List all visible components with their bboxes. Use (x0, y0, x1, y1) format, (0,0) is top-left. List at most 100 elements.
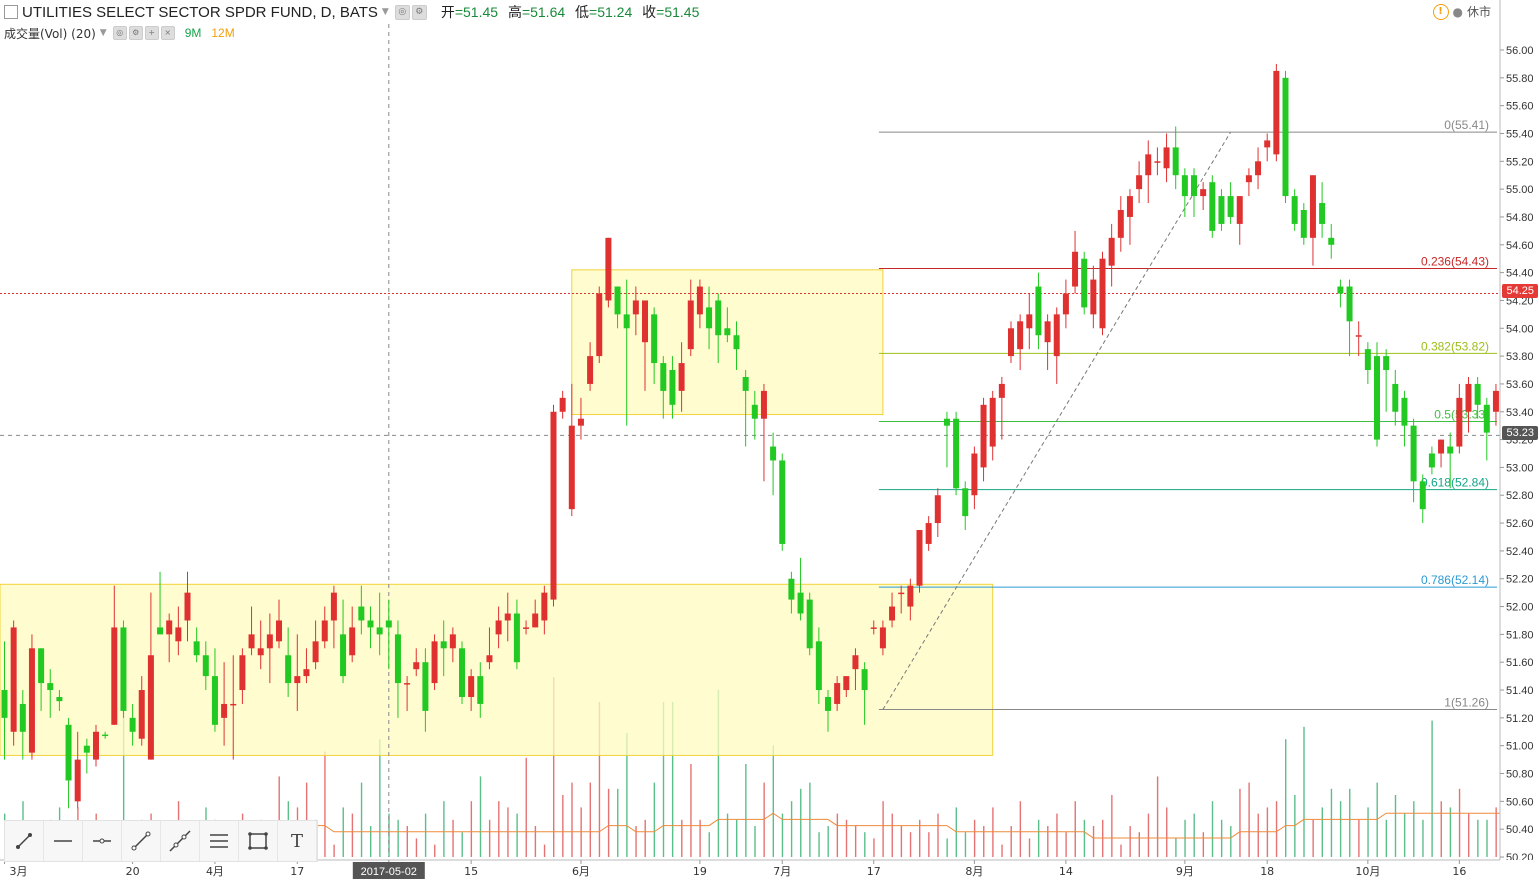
candle-body (1355, 335, 1362, 337)
horizontal-line-icon[interactable] (44, 821, 83, 861)
pen-tool-icon[interactable] (5, 821, 44, 861)
x-highlight-bg (352, 862, 425, 879)
candle-body (1035, 286, 1042, 336)
candle-body (934, 495, 941, 524)
candle-body (550, 411, 557, 600)
volume-bar (1275, 801, 1278, 857)
candle-body (175, 627, 182, 642)
fib-level-label: 0.236(54.43) (1421, 254, 1489, 268)
volume-header: 成交量(Vol) (20) ▼ ◎ ⚙ + × 9M 12M (0, 24, 235, 42)
candle-body (349, 627, 356, 656)
symbol-title[interactable]: UTILITIES SELECT SECTOR SPDR FUND, D, BA… (22, 3, 378, 21)
candle-body (1044, 321, 1051, 343)
volume-bar (1440, 801, 1442, 857)
volume-bar (919, 819, 921, 857)
candle-body (559, 397, 566, 412)
volume-bar (800, 788, 802, 857)
y-tick-label: 51.00 (1506, 741, 1534, 753)
rectangle-icon[interactable] (239, 821, 278, 861)
market-status-text: 休市 (1466, 5, 1491, 19)
candle-body (1383, 356, 1390, 371)
chevron-down-icon[interactable]: ▼ (99, 28, 107, 38)
volume-bar (845, 819, 848, 857)
volume-bar (909, 832, 912, 857)
volume-bar (1257, 813, 1259, 857)
candle-body (577, 418, 584, 426)
x-tick-label: 15 (464, 865, 478, 878)
candle-body (1209, 182, 1216, 231)
volume-bar (1092, 826, 1095, 857)
volume-bar (479, 776, 482, 857)
candle-body (1191, 175, 1197, 197)
candle-body (1346, 286, 1353, 322)
candle-body (56, 696, 63, 702)
candle-body (340, 634, 347, 677)
candle-body (330, 592, 337, 621)
candle-body (687, 300, 694, 350)
y-tick-label: 50.80 (1506, 769, 1534, 781)
parallel-channel-icon[interactable] (200, 821, 239, 861)
candle-body (1, 690, 8, 718)
candle-body (751, 404, 758, 419)
header-icons: ◎ ⚙ (394, 4, 427, 20)
candle-body (797, 592, 804, 614)
candle-body (184, 592, 191, 621)
eye-icon[interactable]: ◎ (394, 4, 410, 20)
volume-bar (964, 832, 967, 857)
volume-bar (1156, 776, 1159, 857)
fib-level-label: 0.382(53.82) (1421, 339, 1489, 353)
settings-icon[interactable]: ⚙ (411, 4, 427, 20)
volume-bar (589, 782, 591, 857)
extended-line-icon[interactable] (161, 821, 200, 861)
candle-body (459, 648, 465, 697)
horizontal-ray-icon[interactable] (83, 821, 122, 861)
volume-bar (635, 826, 637, 857)
candle-body (1374, 356, 1380, 440)
candle-body (83, 745, 90, 753)
eye-icon[interactable]: ◎ (112, 26, 127, 40)
candle-body (276, 620, 282, 642)
text-tool-icon[interactable]: T (278, 821, 317, 861)
candle-body (806, 599, 813, 649)
y-tick-label: 54.20 (1506, 295, 1534, 307)
candle-body (1328, 237, 1335, 245)
candle-body (394, 634, 401, 684)
candle-body (257, 648, 264, 656)
chevron-down-icon[interactable]: ▼ (381, 7, 389, 17)
candle-body (166, 620, 173, 635)
candle-body (1291, 196, 1298, 224)
candle-body (504, 613, 511, 621)
volume-label[interactable]: 成交量(Vol) (20) (4, 26, 96, 41)
trend-line-icon[interactable] (122, 821, 161, 861)
settings-icon[interactable]: ⚙ (128, 26, 143, 40)
menu-square-icon[interactable] (4, 5, 18, 19)
candle-body (724, 328, 731, 336)
add-icon[interactable]: + (144, 26, 159, 40)
volume-bar (543, 844, 546, 857)
candle-body (632, 300, 639, 315)
volume-bar (617, 788, 619, 857)
candle-body (1337, 286, 1344, 294)
volume-bar (1010, 826, 1012, 857)
warning-icon[interactable]: ! (1432, 3, 1449, 20)
volume-bar (717, 689, 720, 857)
price-axis-bg (1500, 0, 1539, 881)
candle-body (422, 662, 429, 711)
volume-bar (351, 813, 354, 857)
x-tick-label: 19 (693, 865, 707, 878)
volume-bar (379, 739, 381, 857)
close-value: =51.45 (656, 4, 700, 20)
candle-body (294, 676, 301, 684)
volume-bar (461, 832, 463, 857)
close-icon[interactable]: × (160, 26, 175, 40)
volume-ma-12: 12M (211, 26, 235, 40)
candle-body (541, 592, 548, 621)
volume-bar (525, 757, 527, 857)
volume-bar (937, 813, 939, 857)
x-tick-label: 10月 (1355, 865, 1380, 878)
candle-body (1447, 446, 1454, 454)
fib-level-label: 0.618(52.84) (1421, 476, 1489, 490)
open-value: =51.45 (454, 4, 499, 20)
x-tick-label: 2017-05-02 (361, 866, 417, 878)
